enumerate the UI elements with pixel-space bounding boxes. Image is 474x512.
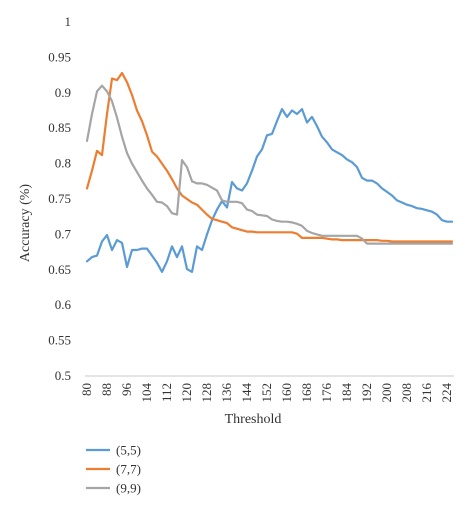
x-tick-label: 208 (399, 383, 414, 403)
x-tick-label: 80 (79, 383, 94, 396)
y-axis-title: Accuracy (%) (18, 184, 33, 262)
y-tick-label: 0.55 (48, 333, 71, 348)
x-tick-label: 184 (339, 383, 354, 403)
x-tick-label: 216 (419, 383, 434, 403)
y-tick-label: 0.9 (55, 85, 71, 100)
legend-label: (5,5) (116, 443, 141, 458)
x-tick-label: 152 (259, 383, 274, 403)
plot-area (85, 71, 454, 273)
x-tick-label: 112 (159, 383, 174, 402)
y-tick-label: 0.75 (48, 191, 71, 206)
y-tick-label: 0.6 (55, 297, 72, 312)
x-tick-label: 120 (179, 383, 194, 403)
y-tick-label: 0.65 (48, 262, 71, 277)
x-tick-label: 128 (199, 383, 214, 403)
legend-label: (9,9) (116, 481, 141, 496)
x-tick-label: 200 (379, 383, 394, 403)
y-tick-label: 0.8 (55, 156, 71, 171)
y-tick-label: 0.7 (55, 226, 72, 241)
legend: (5,5) (7,7) (9,9) (86, 443, 141, 496)
x-tick-label: 144 (239, 383, 254, 403)
x-tick-label: 160 (279, 383, 294, 403)
x-axis-title: Threshold (225, 412, 282, 427)
x-tick-label: 176 (319, 383, 334, 403)
x-tick-label: 168 (299, 383, 314, 403)
y-tick-label: 0.5 (55, 368, 71, 383)
x-axis-ticks: 80 88 96 104 112 120 128 136 144 152 160 168 176 184 1… (79, 383, 454, 403)
y-tick-label: 1 (65, 14, 72, 29)
y-tick-label: 0.95 (48, 49, 71, 64)
x-tick-label: 192 (359, 383, 374, 403)
legend-label: (7,7) (116, 462, 141, 477)
x-tick-label: 96 (119, 383, 134, 397)
x-tick-label: 136 (219, 383, 234, 403)
x-tick-label: 88 (99, 383, 114, 396)
series-line-3 (85, 84, 454, 245)
y-axis-ticks: 0.5 0.55 0.6 0.65 0.7 0.75 0.8 0.85 0.9 0.95 1 (48, 14, 71, 383)
series-line-1 (85, 107, 454, 273)
y-tick-label: 0.85 (48, 120, 71, 135)
x-tick-label: 104 (139, 383, 154, 403)
x-tick-label: 224 (439, 383, 454, 403)
series-line-2 (85, 71, 454, 243)
